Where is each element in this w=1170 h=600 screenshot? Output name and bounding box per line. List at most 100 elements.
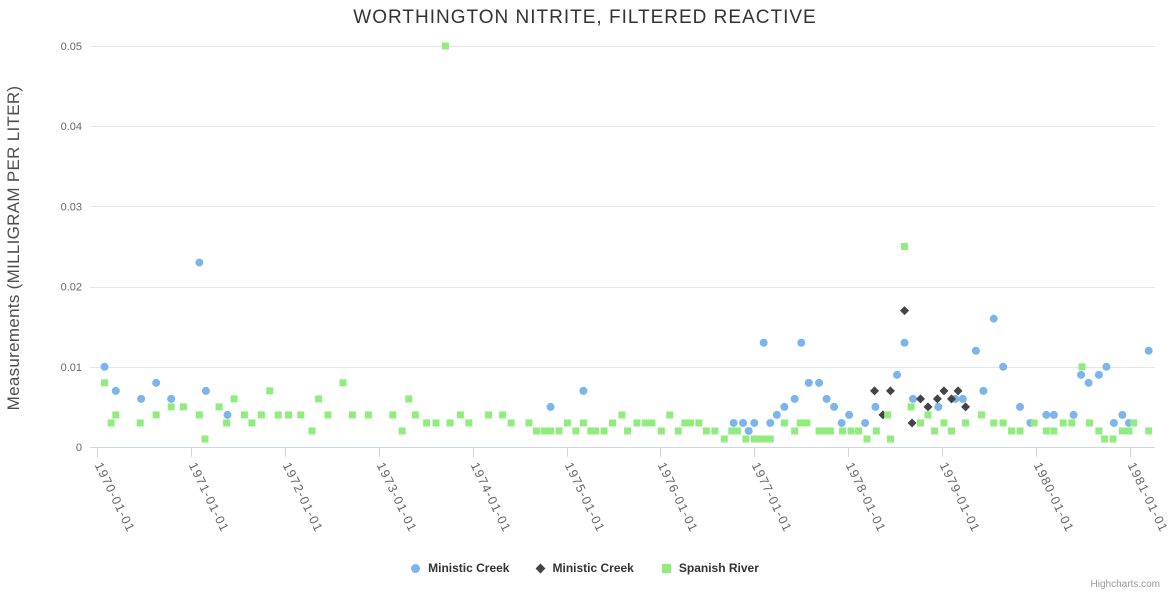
data-point[interactable] (815, 427, 823, 435)
data-point[interactable] (624, 427, 632, 435)
data-point[interactable] (215, 403, 223, 411)
data-point[interactable] (923, 402, 933, 412)
data-point[interactable] (107, 419, 115, 427)
data-point[interactable] (837, 418, 846, 427)
data-point[interactable] (729, 418, 738, 427)
data-point[interactable] (1086, 419, 1094, 427)
data-point[interactable] (308, 427, 316, 435)
data-point[interactable] (1042, 410, 1051, 419)
data-point[interactable] (201, 435, 209, 443)
data-point[interactable] (266, 387, 274, 395)
data-point[interactable] (1068, 419, 1076, 427)
data-point[interactable] (791, 427, 799, 435)
data-point[interactable] (947, 427, 955, 435)
data-point[interactable] (223, 419, 231, 427)
data-point[interactable] (803, 419, 811, 427)
data-point[interactable] (364, 411, 372, 419)
legend-item-ministic-creek-circles[interactable]: Ministic Creek (411, 561, 509, 575)
data-point[interactable] (1102, 362, 1111, 371)
data-point[interactable] (405, 395, 413, 403)
data-point[interactable] (884, 411, 892, 419)
data-point[interactable] (766, 435, 774, 443)
data-point[interactable] (633, 419, 641, 427)
data-point[interactable] (871, 402, 880, 411)
data-point[interactable] (100, 362, 109, 371)
data-point[interactable] (940, 419, 948, 427)
data-point[interactable] (733, 427, 741, 435)
data-point[interactable] (804, 378, 813, 387)
data-point[interactable] (297, 411, 305, 419)
data-point[interactable] (657, 427, 665, 435)
data-point[interactable] (900, 306, 910, 316)
data-point[interactable] (456, 411, 464, 419)
data-point[interactable] (1130, 419, 1138, 427)
data-point[interactable] (648, 419, 656, 427)
data-point[interactable] (1069, 410, 1078, 419)
data-point[interactable] (324, 411, 332, 419)
data-point[interactable] (821, 427, 829, 435)
data-point[interactable] (946, 394, 956, 404)
data-point[interactable] (465, 419, 473, 427)
data-point[interactable] (999, 362, 1008, 371)
data-point[interactable] (1078, 363, 1086, 371)
data-point[interactable] (1008, 427, 1016, 435)
data-point[interactable] (686, 419, 694, 427)
data-point[interactable] (257, 411, 265, 419)
data-point[interactable] (223, 410, 232, 419)
data-point[interactable] (756, 435, 764, 443)
data-point[interactable] (1109, 418, 1118, 427)
data-point[interactable] (759, 338, 768, 347)
data-point[interactable] (618, 411, 626, 419)
data-point[interactable] (1084, 378, 1093, 387)
data-point[interactable] (579, 386, 588, 395)
data-point[interactable] (739, 418, 748, 427)
data-point[interactable] (761, 435, 769, 443)
data-point[interactable] (195, 411, 203, 419)
data-point[interactable] (1118, 427, 1126, 435)
data-point[interactable] (847, 427, 855, 435)
data-point[interactable] (641, 419, 649, 427)
data-point[interactable] (845, 410, 854, 419)
data-point[interactable] (780, 402, 789, 411)
data-point[interactable] (1145, 427, 1153, 435)
data-point[interactable] (1016, 402, 1025, 411)
data-point[interactable] (112, 411, 120, 419)
data-point[interactable] (990, 419, 998, 427)
data-point[interactable] (872, 427, 880, 435)
data-point[interactable] (547, 427, 555, 435)
data-point[interactable] (815, 378, 824, 387)
data-point[interactable] (315, 395, 323, 403)
data-point[interactable] (978, 411, 986, 419)
data-point[interactable] (230, 395, 238, 403)
data-point[interactable] (886, 435, 894, 443)
data-point[interactable] (285, 411, 293, 419)
data-point[interactable] (961, 402, 971, 412)
data-point[interactable] (958, 394, 967, 403)
data-point[interactable] (931, 427, 939, 435)
data-point[interactable] (167, 394, 176, 403)
data-point[interactable] (989, 314, 998, 323)
data-point[interactable] (681, 419, 689, 427)
data-point[interactable] (728, 427, 736, 435)
legend-item-ministic-creek-diamonds[interactable]: Ministic Creek (536, 561, 634, 575)
data-point[interactable] (797, 338, 806, 347)
data-point[interactable] (971, 346, 980, 355)
data-point[interactable] (609, 419, 617, 427)
data-point[interactable] (411, 411, 419, 419)
data-point[interactable] (666, 411, 674, 419)
data-point[interactable] (900, 338, 909, 347)
data-point[interactable] (932, 394, 942, 404)
data-point[interactable] (674, 427, 682, 435)
data-point[interactable] (499, 411, 507, 419)
data-point[interactable] (907, 403, 915, 411)
data-point[interactable] (600, 427, 608, 435)
data-point[interactable] (587, 427, 595, 435)
data-point[interactable] (934, 402, 943, 411)
data-point[interactable] (772, 410, 781, 419)
data-point[interactable] (1030, 419, 1038, 427)
data-point[interactable] (1118, 410, 1127, 419)
data-point[interactable] (744, 426, 753, 435)
data-point[interactable] (750, 418, 759, 427)
data-point[interactable] (999, 419, 1007, 427)
